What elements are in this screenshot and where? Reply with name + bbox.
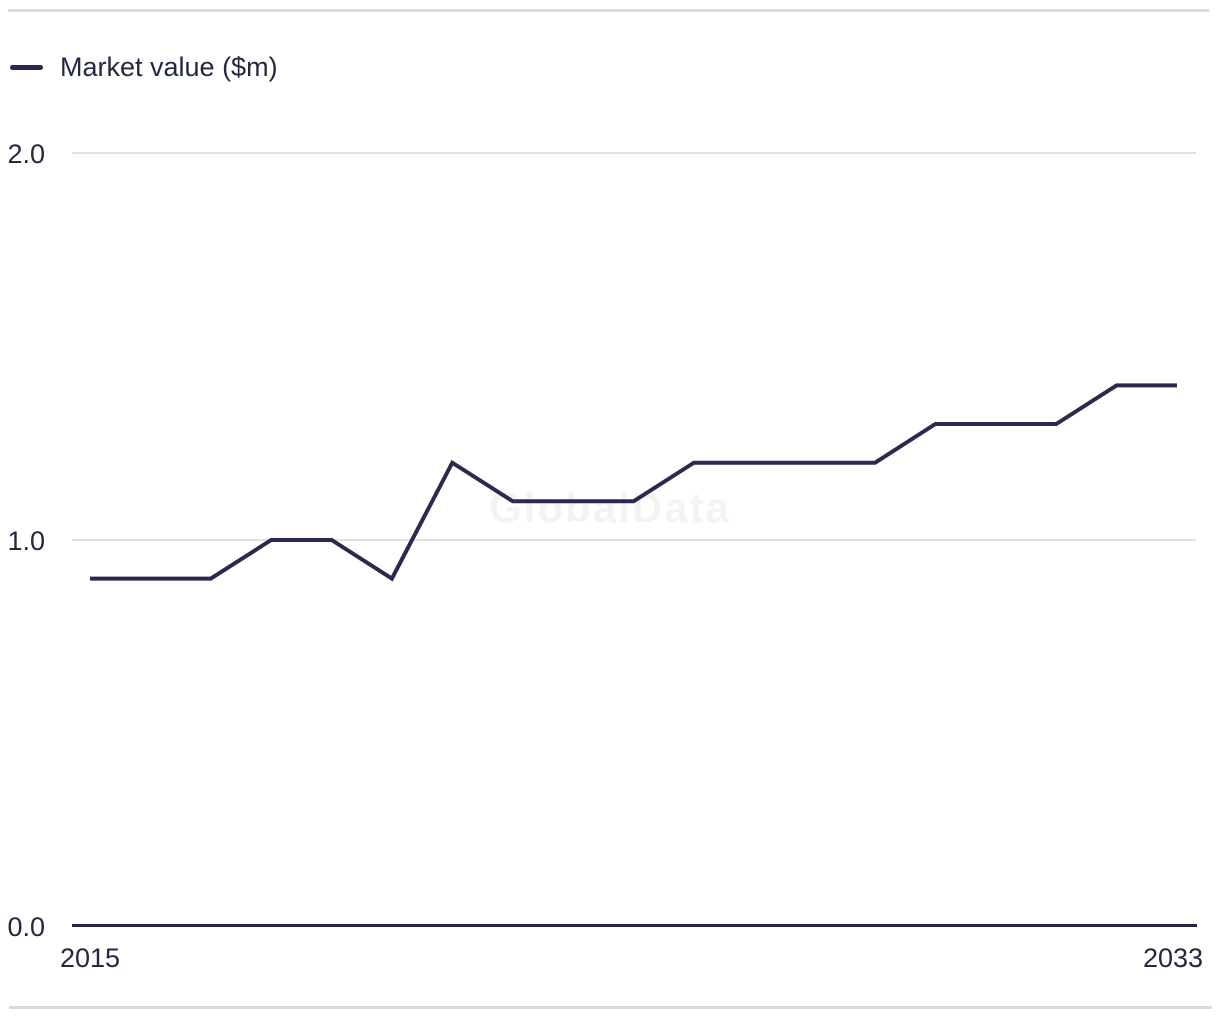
legend-line-swatch — [10, 64, 43, 70]
x-axis-line — [72, 924, 1197, 927]
bottom-divider — [9, 1006, 1212, 1009]
legend-item-market-value[interactable]: Market value ($m) — [10, 52, 278, 82]
y-axis-label-2-0: 2.0 — [7, 139, 45, 169]
series-line-market-value[interactable] — [90, 383, 1177, 582]
x-axis-label-first: 2015 — [59, 943, 121, 973]
legend-label: Market value ($m) — [60, 52, 278, 82]
top-divider — [8, 9, 1209, 12]
x-axis-label-last: 2033 — [1142, 943, 1204, 973]
y-axis-label-1-0: 1.0 — [7, 526, 45, 556]
gridline-2-0 — [72, 152, 1196, 154]
gridline-1-0 — [72, 539, 1196, 541]
y-axis-label-0-0: 0.0 — [7, 912, 45, 942]
